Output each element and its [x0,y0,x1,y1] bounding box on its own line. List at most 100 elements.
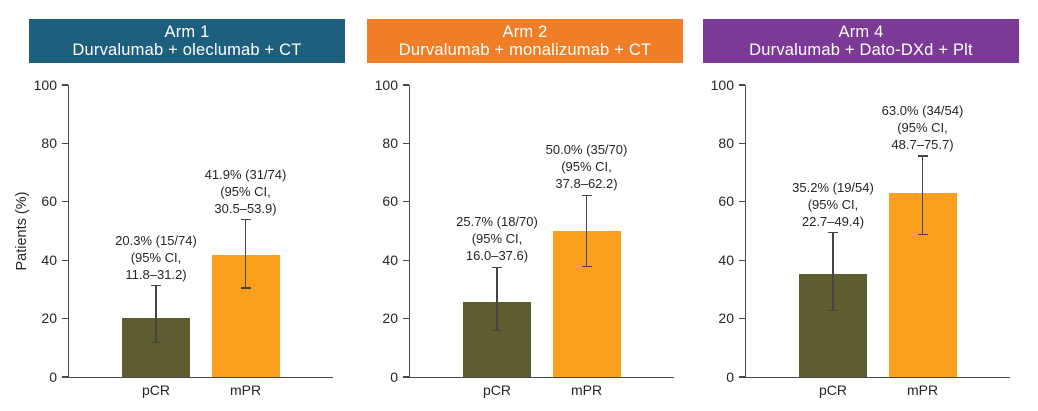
annotation-line: 11.8–31.2) [125,266,187,282]
y-tick-label: 20 [41,310,57,327]
x-tick-label-pcr: pCR [482,382,511,398]
annotation-line: (95% CI, [897,119,948,135]
error-bar-cap-top [240,219,251,221]
y-tick-label: 20 [382,310,398,327]
x-tick-label-mpr: mPR [229,382,262,398]
bar-annotation: 20.3% (15/74) (95% CI, 11.8–31.2) [46,232,266,283]
error-bar-cap-bottom [240,287,251,289]
annotation-line: 16.0–37.6) [465,248,529,264]
x-tick-label-mpr: mPR [906,382,939,398]
error-bar-cap-bottom [151,341,161,344]
y-tick [61,259,68,261]
y-tick [402,84,409,86]
annotation-line: 22.7–49.4) [801,213,865,229]
error-bar-cap-top [151,285,161,287]
y-tick [738,84,745,86]
y-axis-line [408,85,410,379]
y-tick [402,201,409,203]
error-bar-cap-top [581,194,592,196]
y-tick-label: 100 [33,76,57,93]
y-tick [738,317,745,320]
y-tick [402,376,409,378]
annotation-line: (95% CI, [807,196,859,212]
annotation-line: 41.9% (31/74) [204,166,287,182]
y-tick-label: 100 [710,76,734,93]
annotation-line: 25.7% (18/70) [456,214,538,230]
y-tick-label: 40 [718,251,734,268]
annotation-line: 35.2% (19/54) [792,179,874,195]
annotation-line: (95% CI, [220,183,271,199]
panel-title: Arm 1 [164,23,210,41]
y-tick [738,259,745,261]
y-tick-label: 0 [726,368,734,385]
y-tick [738,142,745,145]
error-bar-line [585,195,588,267]
y-tick [61,317,68,320]
error-bar-line [921,155,924,235]
annotation-line: 63.0% (34/54) [881,102,964,118]
y-tick [402,259,409,261]
annotation-line: (95% CI, [130,249,182,265]
x-axis-line [67,377,333,379]
error-bar-line [496,267,498,331]
y-axis-line [744,85,746,379]
bar-annotation: 41.9% (31/74) (95% CI, 30.5–53.9) [136,166,356,217]
y-tick-label: 60 [382,193,398,210]
error-bar-cap-bottom [581,266,592,268]
y-tick [402,317,409,320]
bar-annotation: 25.7% (18/70) (95% CI, 16.0–37.6) [387,213,607,264]
panel-title: Arm 4 [838,23,884,41]
y-tick-label: 40 [41,251,57,268]
x-axis-line [744,377,1010,379]
error-bar-cap-top [828,232,838,234]
annotation-line: 30.5–53.9) [214,200,277,216]
y-tick [402,142,409,145]
x-tick-label-pcr: pCR [141,382,170,398]
y-tick-label: 0 [390,368,398,385]
error-bar-cap-bottom [492,329,502,331]
error-bar-cap-bottom [917,234,928,236]
error-bar-cap-top [492,266,502,268]
panel-title: Arm 2 [502,23,548,41]
bar-annotation: 50.0% (35/70) (95% CI, 37.8–62.2) [477,141,697,192]
bar-annotation: 63.0% (34/54) (95% CI, 48.7–75.7) [813,102,1033,153]
bar-annotation: 35.2% (19/54) (95% CI, 22.7–49.4) [723,179,943,230]
error-bar-line [244,219,247,288]
y-axis-title: Patients (%) [14,191,30,271]
panel-subtitle: Durvalumab + oleclumab + CT [72,41,302,59]
y-tick [61,201,68,203]
annotation-line: 37.8–62.2) [555,176,618,192]
panel-header-arm-1: Arm 1 Durvalumab + oleclumab + CT [29,19,345,63]
y-tick [738,201,745,203]
x-tick-label-mpr: mPR [570,382,603,398]
y-tick [61,142,68,145]
y-tick [61,84,68,86]
y-tick-label: 60 [718,193,734,210]
y-tick-label: 80 [382,134,398,151]
y-axis-line [67,85,69,379]
y-tick-label: 80 [41,134,57,151]
panel-header-arm-2: Arm 2 Durvalumab + monalizumab + CT [367,19,683,63]
y-tick-label: 60 [41,193,57,210]
y-tick-label: 80 [718,134,734,151]
y-tick-label: 0 [49,368,57,385]
panel-subtitle: Durvalumab + Dato-DXd + Plt [749,41,973,59]
annotation-line: (95% CI, [471,231,523,247]
annotation-line: 50.0% (35/70) [545,142,628,158]
error-bar-line [832,232,834,311]
x-tick-label-pcr: pCR [818,382,847,398]
y-tick [738,376,745,378]
annotation-line: 20.3% (15/74) [115,232,197,248]
y-tick-label: 40 [382,251,398,268]
panel-header-arm-4: Arm 4 Durvalumab + Dato-DXd + Plt [703,19,1019,63]
x-axis-line [408,377,674,379]
error-bar-line [155,285,157,343]
y-tick-label: 100 [374,76,398,93]
error-bar-cap-bottom [828,310,838,312]
panel-subtitle: Durvalumab + monalizumab + CT [398,41,652,59]
error-bar-cap-top [917,155,928,157]
annotation-line: (95% CI, [561,159,612,175]
y-tick-label: 20 [718,310,734,327]
y-tick [61,376,68,378]
